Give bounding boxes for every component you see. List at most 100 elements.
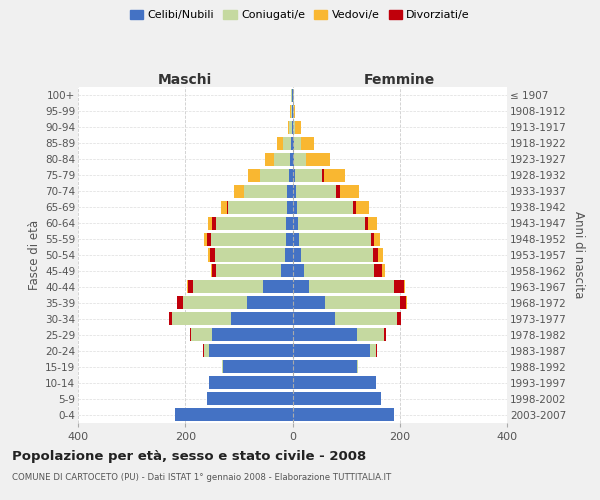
Bar (212, 264, 217, 278)
Bar (374, 264, 382, 278)
Bar (193, 280, 263, 293)
Bar (206, 392, 293, 405)
Bar (209, 376, 293, 389)
Bar (357, 360, 358, 373)
Legend: Celibi/Nubili, Coniugati/e, Vedovi/e, Divorziati/e: Celibi/Nubili, Coniugati/e, Vedovi/e, Di… (125, 6, 475, 25)
Bar (204, 232, 206, 245)
Bar (227, 200, 228, 213)
Bar (286, 216, 293, 230)
Bar (287, 200, 293, 213)
Bar (325, 296, 400, 310)
Bar (404, 280, 405, 293)
Bar (371, 232, 374, 245)
Bar (212, 328, 293, 342)
Bar (215, 248, 285, 262)
Bar (293, 360, 357, 373)
Text: Femmine: Femmine (364, 72, 436, 86)
Bar (397, 312, 401, 326)
Bar (294, 137, 301, 150)
Bar (293, 344, 370, 358)
Bar (394, 280, 404, 293)
Bar (293, 152, 294, 166)
Bar (293, 168, 295, 182)
Bar (293, 121, 295, 134)
Bar (373, 248, 379, 262)
Bar (248, 168, 260, 182)
Bar (188, 280, 193, 293)
Bar (301, 248, 373, 262)
Bar (244, 184, 287, 198)
Bar (283, 137, 291, 150)
Bar (217, 216, 286, 230)
Bar (210, 248, 215, 262)
Bar (177, 296, 182, 310)
Bar (323, 168, 345, 182)
Y-axis label: Fasce di età: Fasce di età (28, 220, 41, 290)
Bar (299, 232, 371, 245)
Bar (260, 168, 289, 182)
Bar (222, 360, 223, 373)
Bar (293, 184, 296, 198)
Bar (285, 248, 293, 262)
Bar (383, 328, 386, 342)
Bar (169, 312, 172, 326)
Bar (370, 344, 376, 358)
Bar (293, 408, 394, 421)
Bar (208, 216, 212, 230)
Bar (204, 344, 209, 358)
Bar (287, 121, 289, 134)
Bar (265, 152, 274, 166)
Bar (289, 168, 293, 182)
Bar (301, 137, 314, 150)
Bar (382, 264, 385, 278)
Bar (293, 105, 295, 118)
Bar (211, 232, 286, 245)
Bar (357, 328, 383, 342)
Bar (208, 248, 210, 262)
Bar (286, 232, 293, 245)
Bar (289, 121, 292, 134)
Bar (211, 264, 212, 278)
Bar (212, 216, 217, 230)
Bar (233, 184, 244, 198)
Bar (291, 137, 293, 150)
Bar (277, 137, 283, 150)
Bar (298, 216, 365, 230)
Bar (291, 105, 292, 118)
Text: Maschi: Maschi (158, 72, 212, 86)
Bar (293, 392, 381, 405)
Bar (209, 344, 293, 358)
Bar (340, 184, 359, 198)
Bar (221, 200, 227, 213)
Bar (175, 408, 293, 421)
Bar (379, 248, 383, 262)
Bar (368, 216, 377, 230)
Bar (287, 184, 293, 198)
Bar (206, 232, 211, 245)
Bar (293, 328, 357, 342)
Bar (293, 232, 299, 245)
Bar (293, 137, 294, 150)
Bar (335, 312, 397, 326)
Text: COMUNE DI CARTOCETO (PU) - Dati ISTAT 1° gennaio 2008 - Elaborazione TUTTITALIA.: COMUNE DI CARTOCETO (PU) - Dati ISTAT 1°… (12, 472, 391, 482)
Bar (295, 168, 322, 182)
Bar (290, 152, 293, 166)
Bar (400, 296, 406, 310)
Bar (293, 312, 335, 326)
Bar (274, 152, 290, 166)
Bar (293, 296, 325, 310)
Bar (191, 328, 212, 342)
Bar (223, 360, 293, 373)
Bar (190, 328, 191, 342)
Text: Popolazione per età, sesso e stato civile - 2008: Popolazione per età, sesso e stato civil… (12, 450, 366, 463)
Bar (304, 264, 374, 278)
Bar (336, 184, 340, 198)
Bar (293, 264, 304, 278)
Bar (217, 264, 281, 278)
Bar (294, 152, 306, 166)
Bar (353, 200, 356, 213)
Bar (172, 312, 231, 326)
Bar (293, 216, 298, 230)
Bar (293, 376, 376, 389)
Bar (231, 312, 293, 326)
